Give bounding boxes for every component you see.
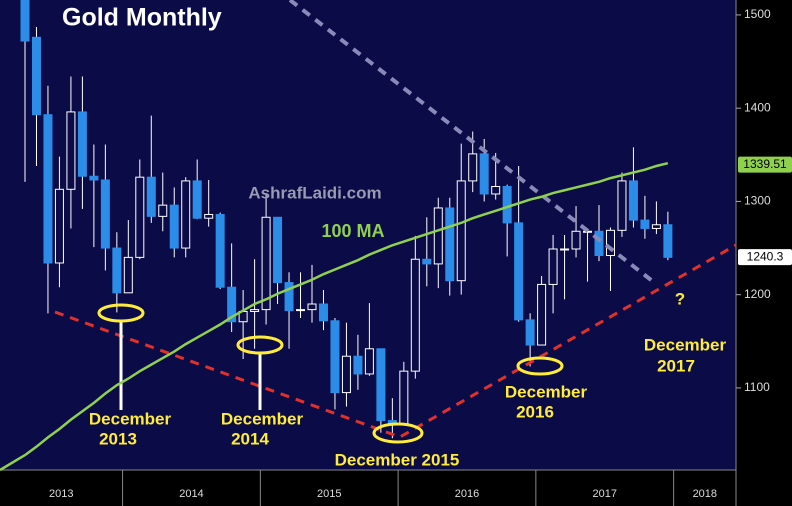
highlight-ellipse [97, 303, 145, 323]
candle-body [491, 186, 501, 195]
ma-label: 100 MA [321, 221, 384, 241]
candle-body [468, 153, 478, 182]
candle-body [169, 204, 179, 249]
candle-body [364, 348, 374, 375]
y-tick-label: 1500 [744, 7, 771, 21]
candle-body [640, 219, 650, 229]
candle-body [525, 319, 535, 346]
candle-body [158, 204, 168, 217]
resistance-line [288, 0, 657, 285]
candle-body [353, 355, 363, 375]
candle-body [54, 188, 64, 264]
y-tick-label: 1100 [744, 380, 770, 394]
annotation: December [221, 409, 304, 428]
candle-body [514, 222, 524, 321]
candle-body [123, 256, 133, 294]
candle-body [273, 216, 283, 284]
candle-body [215, 213, 225, 288]
candle-body [146, 176, 156, 217]
y-tick-label: 1200 [744, 287, 771, 301]
annotation: December 2015 [335, 450, 460, 469]
candle-body [181, 180, 191, 249]
watermark: AshrafLaidi.com [248, 183, 381, 202]
candle-body [296, 309, 306, 312]
price-badge-label: 1339.51 [743, 157, 787, 171]
annotation: ? [675, 289, 685, 308]
price-badge [738, 156, 792, 173]
annotation: December [89, 409, 172, 428]
annotation: 2014 [231, 429, 269, 448]
chart-title: Gold Monthly [62, 4, 222, 32]
candle-body [284, 282, 294, 312]
candle-body [399, 370, 409, 425]
x-tick-label: 2013 [49, 488, 73, 500]
candle-body [341, 355, 351, 394]
highlight-ellipse [372, 422, 424, 444]
annotation: 2016 [516, 402, 554, 421]
x-tick-label: 2014 [179, 488, 203, 500]
candle-body [548, 248, 558, 285]
candle-body [376, 348, 386, 422]
candle-body [422, 258, 432, 265]
candle-body [617, 180, 627, 231]
candle-body [204, 213, 214, 219]
candle-body [456, 180, 466, 282]
candle-body [318, 303, 328, 322]
candle-body [330, 320, 340, 394]
candle-body [663, 224, 673, 258]
support-line [54, 243, 737, 439]
y-tick-label: 1400 [744, 100, 771, 114]
annotation: December [505, 382, 588, 401]
candles [20, 0, 673, 439]
price-badge [738, 249, 792, 266]
candle-body [135, 176, 145, 258]
annotation: 2013 [99, 429, 137, 448]
candle-body [445, 207, 455, 282]
candle-body [560, 248, 570, 251]
time-axis-panel [0, 470, 736, 506]
candle-body [628, 180, 638, 221]
candle-body [571, 230, 581, 250]
candle-body [89, 175, 99, 181]
candle-body [605, 229, 615, 257]
candle-body [43, 114, 53, 264]
highlight-ellipse [516, 356, 564, 376]
candle-body [651, 224, 661, 229]
candle-body [410, 258, 420, 372]
candle-body [20, 0, 30, 42]
candle-body [192, 180, 202, 219]
highlight-ellipse [236, 335, 284, 355]
candle-body [31, 36, 41, 116]
candle-body [594, 230, 604, 257]
price-badge-label: 1240.3 [747, 249, 784, 263]
x-tick-label: 2016 [455, 488, 479, 500]
candle-body [479, 153, 489, 195]
candle-body [77, 111, 87, 177]
candle-body [250, 309, 260, 312]
x-tick-label: 2017 [592, 488, 616, 500]
candle-body [100, 179, 110, 249]
candle-body [537, 283, 547, 346]
ma-lead-in [0, 454, 26, 472]
annotation: 2017 [657, 356, 695, 375]
candle-body [227, 286, 237, 323]
candle-body [66, 111, 76, 190]
y-tick-label: 1300 [744, 194, 771, 208]
ma-line [24, 161, 669, 457]
candle-body [433, 207, 443, 265]
candle-body [502, 186, 512, 224]
x-tick-label: 2015 [317, 488, 341, 500]
candle-body [307, 303, 317, 311]
x-tick-label: 2018 [693, 488, 717, 500]
candle-body [112, 247, 122, 294]
annotation: December [644, 335, 727, 354]
candle-body [261, 216, 271, 311]
